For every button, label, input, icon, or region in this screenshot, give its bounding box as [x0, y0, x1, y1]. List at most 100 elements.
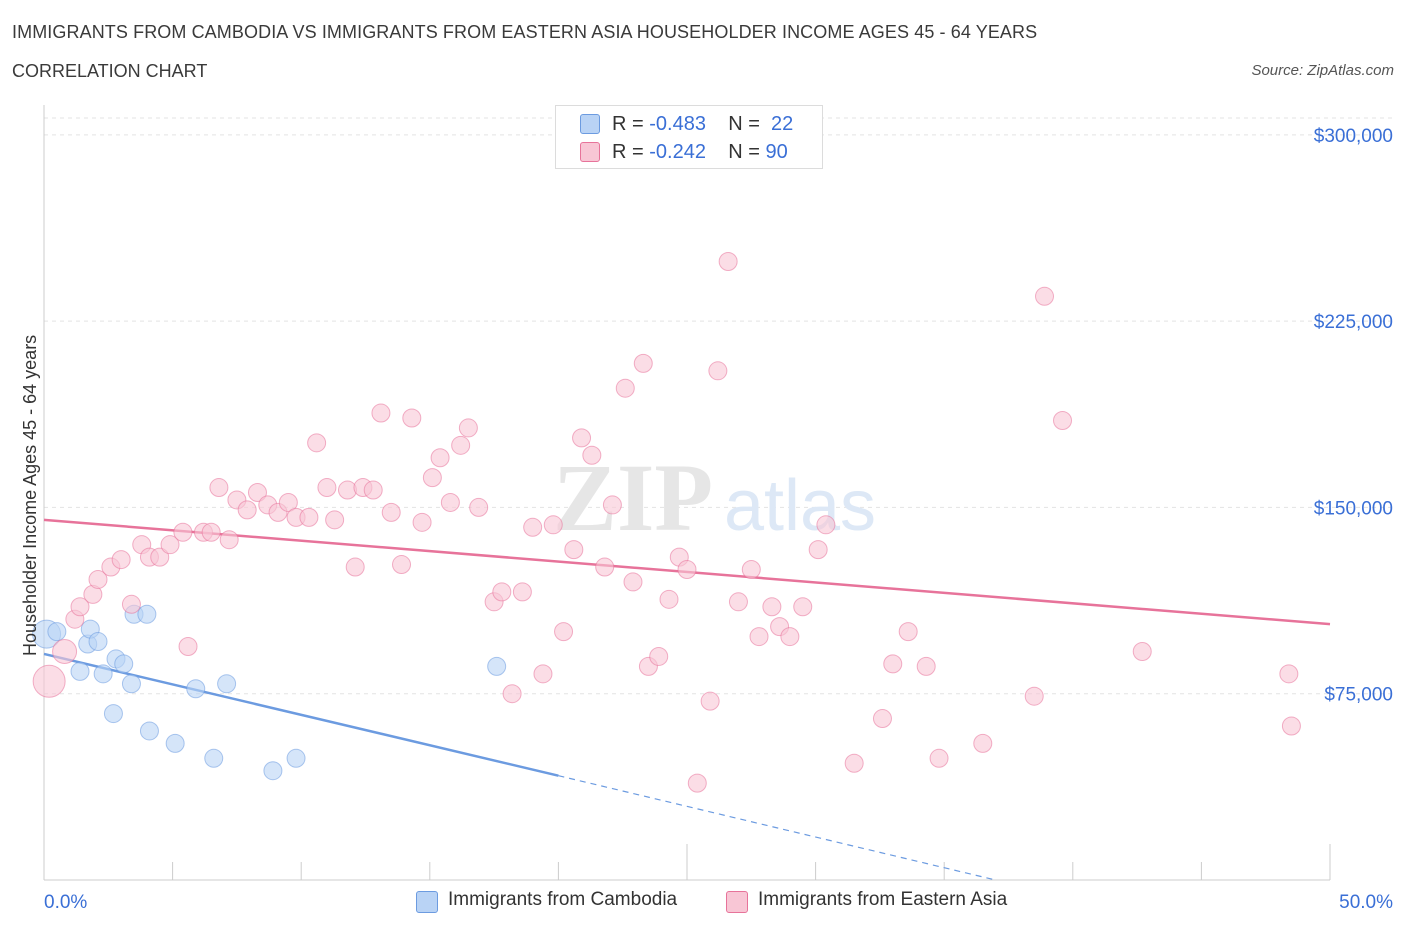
- point-eastern-asia-67: [700, 691, 720, 711]
- n-label: N =: [728, 141, 766, 163]
- point-eastern-asia-88: [1053, 410, 1073, 430]
- series-legend: Immigrants from Cambodia Immigrants from…: [0, 889, 1406, 915]
- point-eastern-asia-0: [32, 664, 66, 698]
- point-eastern-asia-87: [1035, 286, 1055, 306]
- point-eastern-asia-69: [718, 252, 738, 272]
- y-tick-labels: $75,000 $150,000 $225,000 $300,000: [1314, 126, 1393, 706]
- point-eastern-asia-72: [749, 627, 769, 647]
- point-eastern-asia-35: [381, 502, 401, 522]
- point-eastern-asia-12: [160, 535, 180, 555]
- y-tick-label-1: $150,000: [1314, 498, 1393, 519]
- point-eastern-asia-27: [307, 433, 327, 453]
- point-eastern-asia-77: [808, 540, 828, 560]
- point-eastern-asia-48: [512, 582, 532, 602]
- point-cambodia-11: [137, 604, 157, 624]
- point-cambodia-10: [121, 674, 141, 694]
- chart-title: IMMIGRANTS FROM CAMBODIA VS IMMIGRANTS F…: [12, 22, 1038, 42]
- point-cambodia-16: [204, 748, 224, 768]
- n-value-cambodia: 22: [771, 113, 794, 135]
- point-cambodia-8: [114, 654, 134, 674]
- point-eastern-asia-53: [564, 540, 584, 560]
- point-eastern-asia-91: [1281, 716, 1301, 736]
- legend-swatch-eastern-asia: [580, 142, 600, 162]
- point-eastern-asia-7: [111, 550, 131, 570]
- trend-line-cambodia-extension: [558, 775, 996, 881]
- point-eastern-asia-1: [52, 638, 78, 664]
- trend-line-cambodia: [43, 652, 559, 777]
- point-eastern-asia-17: [209, 478, 229, 498]
- n-value-eastern-asia: 90: [765, 141, 788, 163]
- point-eastern-asia-13: [173, 522, 193, 542]
- point-cambodia-20: [487, 656, 507, 676]
- point-eastern-asia-38: [412, 512, 432, 532]
- watermark: ZIP atlas: [553, 444, 876, 551]
- axes: [43, 105, 1331, 881]
- point-eastern-asia-84: [929, 748, 949, 768]
- correlation-legend: R = -0.483 N = 22 R = -0.242 N = 90: [555, 105, 823, 169]
- legend-swatch-cambodia: [416, 891, 438, 913]
- point-cambodia-5: [88, 632, 108, 652]
- point-eastern-asia-8: [121, 594, 141, 614]
- point-eastern-asia-73: [762, 597, 782, 617]
- point-eastern-asia-71: [741, 560, 761, 580]
- point-eastern-asia-79: [844, 753, 864, 773]
- point-eastern-asia-66: [687, 773, 707, 793]
- y-tick-label-0: $75,000: [1324, 685, 1393, 706]
- y-axis-label: Householder Income Ages 45 - 64 years: [20, 334, 40, 656]
- legend-swatch-eastern-asia: [726, 891, 748, 913]
- point-eastern-asia-11: [150, 547, 170, 567]
- point-eastern-asia-57: [602, 495, 622, 515]
- point-cambodia-14: [165, 733, 185, 753]
- point-cambodia-13: [139, 721, 159, 741]
- data-points: [32, 252, 1301, 793]
- point-cambodia-18: [286, 748, 306, 768]
- point-eastern-asia-65: [677, 560, 697, 580]
- legend-label-cambodia: Immigrants from Cambodia: [448, 889, 678, 910]
- point-eastern-asia-28: [317, 478, 337, 498]
- point-eastern-asia-75: [780, 627, 800, 647]
- point-eastern-asia-54: [572, 428, 592, 448]
- point-eastern-asia-43: [458, 418, 478, 438]
- point-eastern-asia-50: [533, 664, 553, 684]
- point-eastern-asia-33: [363, 480, 383, 500]
- point-cambodia-19: [263, 761, 283, 781]
- point-eastern-asia-14: [178, 637, 198, 657]
- point-eastern-asia-21: [247, 483, 267, 503]
- point-cambodia-1: [47, 622, 67, 642]
- point-eastern-asia-51: [543, 515, 563, 535]
- point-eastern-asia-24: [278, 492, 298, 512]
- watermark-atlas: atlas: [724, 466, 876, 546]
- point-eastern-asia-76: [793, 597, 813, 617]
- point-eastern-asia-36: [392, 555, 412, 575]
- point-cambodia-15: [186, 679, 206, 699]
- point-eastern-asia-39: [422, 468, 442, 488]
- point-eastern-asia-62: [649, 646, 669, 666]
- point-eastern-asia-29: [325, 510, 345, 530]
- point-eastern-asia-68: [708, 361, 728, 381]
- point-eastern-asia-31: [345, 557, 365, 577]
- r-value-cambodia: -0.483: [649, 113, 706, 135]
- n-label: N =: [728, 113, 766, 135]
- point-eastern-asia-41: [440, 492, 460, 512]
- grid-lines: [44, 117, 1395, 695]
- point-eastern-asia-49: [523, 517, 543, 537]
- legend-label-eastern-asia: Immigrants from Eastern Asia: [758, 889, 1008, 910]
- point-eastern-asia-42: [451, 435, 471, 455]
- point-eastern-asia-60: [633, 353, 653, 373]
- point-eastern-asia-16: [201, 522, 221, 542]
- point-eastern-asia-78: [816, 515, 836, 535]
- point-eastern-asia-20: [237, 500, 257, 520]
- point-eastern-asia-89: [1132, 641, 1152, 661]
- point-eastern-asia-70: [728, 592, 748, 612]
- point-eastern-asia-81: [883, 654, 903, 674]
- x-tick-labels: 0.0% 50.0%: [44, 892, 1393, 913]
- point-eastern-asia-63: [659, 589, 679, 609]
- point-cambodia-17: [217, 674, 237, 694]
- point-eastern-asia-18: [219, 530, 239, 550]
- point-eastern-asia-40: [430, 448, 450, 468]
- point-eastern-asia-3: [70, 597, 90, 617]
- point-eastern-asia-58: [615, 378, 635, 398]
- point-eastern-asia-26: [299, 507, 319, 527]
- point-eastern-asia-59: [623, 572, 643, 592]
